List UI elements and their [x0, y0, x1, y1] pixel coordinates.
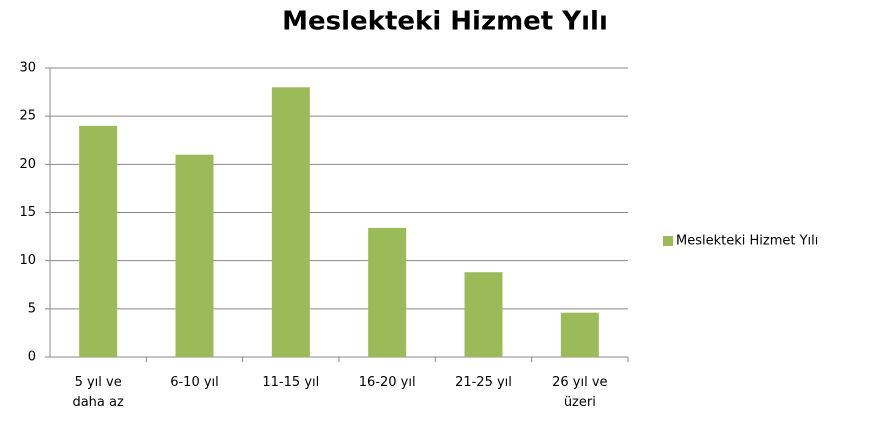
bar: [79, 125, 118, 357]
y-tick-label: 10: [19, 253, 36, 268]
bar: [464, 272, 503, 357]
bar: [271, 87, 310, 358]
y-tick-label: 25: [19, 109, 36, 124]
bar: [560, 312, 599, 357]
x-tick-label: 11-15 yıl: [262, 375, 320, 390]
bar: [368, 227, 407, 357]
y-tick-label: 15: [19, 205, 36, 220]
y-tick-label: 20: [19, 157, 36, 172]
y-tick-label: 5: [28, 301, 36, 316]
bar: [175, 154, 214, 357]
x-tick-label: 16-20 yıl: [358, 375, 416, 390]
y-tick-label: 30: [19, 61, 36, 76]
x-tick-label: 5 yıl ve daha az: [72, 375, 124, 410]
y-tick-label: 0: [28, 350, 36, 365]
chart-title: Meslekteki Hizmet Yılı: [282, 7, 608, 37]
legend-label: Meslekteki Hizmet Yılı: [676, 234, 818, 249]
x-tick-label: 26 yıl ve üzeri: [552, 375, 608, 410]
x-tick-label: 6-10 yıl: [170, 375, 219, 390]
x-tick-label: 21-25 yıl: [455, 375, 512, 390]
legend-marker: [663, 236, 673, 246]
